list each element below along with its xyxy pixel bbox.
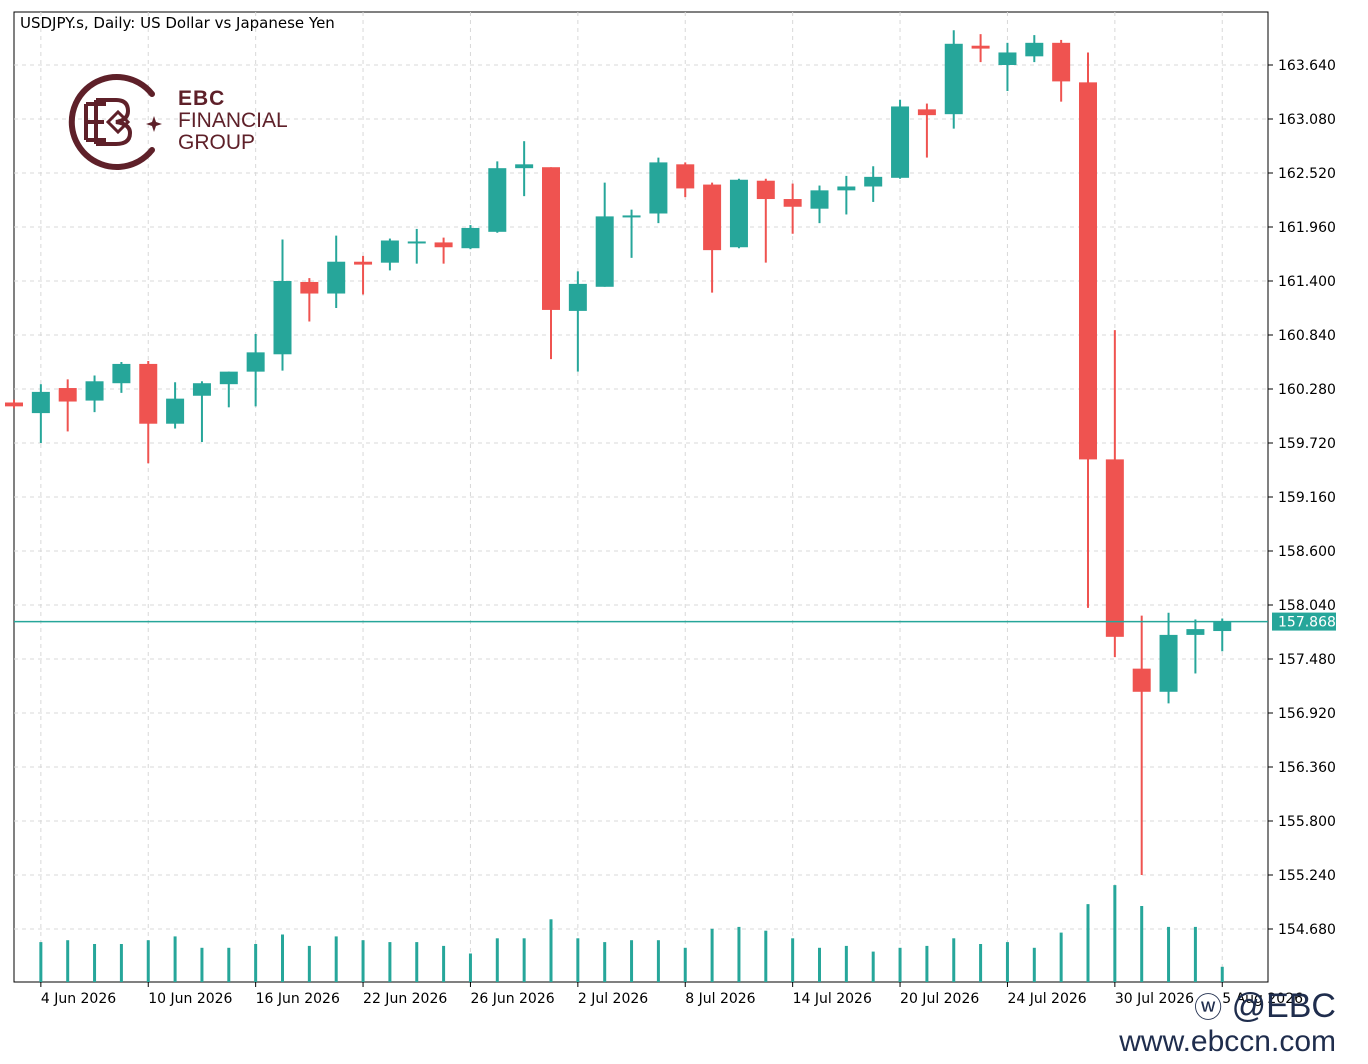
watermark: ⓦ @EBC www.ebccn.com <box>1119 988 1336 1058</box>
y-tick-label: 159.720 <box>1278 436 1336 452</box>
x-tick-label: 26 Jun 2026 <box>470 991 554 1007</box>
y-tick-label: 155.240 <box>1278 868 1336 884</box>
y-tick-label: 158.600 <box>1278 544 1336 560</box>
ebc-logo-mark-icon <box>68 74 162 170</box>
y-tick-label: 163.640 <box>1278 58 1336 74</box>
y-tick-label: 160.840 <box>1278 328 1336 344</box>
candle-body <box>5 402 23 407</box>
x-tick-label: 16 Jun 2026 <box>256 991 340 1007</box>
candle-body <box>622 215 641 218</box>
y-tick-label: 158.040 <box>1278 598 1336 614</box>
x-tick-label: 4 Jun 2026 <box>41 991 116 1007</box>
candle-body <box>327 261 346 294</box>
y-tick-label: 162.520 <box>1278 166 1336 182</box>
candle-body <box>917 109 936 116</box>
x-tick-label: 24 Jul 2026 <box>1007 991 1086 1007</box>
candle-body <box>488 168 507 232</box>
candle-body <box>891 106 910 178</box>
candle-body <box>1105 459 1124 637</box>
candle-body <box>676 164 695 189</box>
ebc-logo-text: EBC FINANCIAL GROUP <box>178 88 288 154</box>
logo-line-ebc: EBC <box>178 87 226 110</box>
x-tick-label: 20 Jul 2026 <box>900 991 979 1007</box>
y-tick-label: 155.800 <box>1278 814 1336 830</box>
candle-body <box>756 180 775 200</box>
x-tick-label: 14 Jul 2026 <box>793 991 872 1007</box>
candle-body <box>354 261 373 265</box>
candle-body <box>971 45 990 49</box>
candle-body <box>139 363 158 424</box>
candle-body <box>192 383 211 396</box>
current-price-tag <box>1272 612 1336 631</box>
candle-body <box>649 162 668 214</box>
candle-body <box>542 167 560 310</box>
x-tick-label: 22 Jun 2026 <box>363 991 447 1007</box>
y-tick-label: 163.080 <box>1278 112 1336 128</box>
candle-body <box>273 281 292 355</box>
candle-body <box>998 52 1017 65</box>
current-price-label: 157.868 <box>1278 615 1336 631</box>
y-tick-label: 160.280 <box>1278 382 1336 398</box>
candle-body <box>703 184 722 251</box>
x-tick-label: 8 Jul 2026 <box>685 991 755 1007</box>
candle-body <box>31 391 50 414</box>
x-tick-label: 10 Jun 2026 <box>148 991 232 1007</box>
candle-body <box>380 240 399 263</box>
y-tick-label: 156.360 <box>1278 760 1336 776</box>
logo-line-group: GROUP <box>178 131 256 154</box>
candle-body <box>515 164 534 169</box>
chart-title: USDJPY.s, Daily: US Dollar vs Japanese Y… <box>20 14 335 32</box>
ebc-logo: EBC FINANCIAL GROUP <box>60 72 320 172</box>
candle-body <box>1025 42 1044 57</box>
candle-body <box>1213 621 1232 632</box>
candle-body <box>300 281 319 294</box>
candle-body <box>864 176 883 187</box>
x-tick-label: 5 Aug 2026 <box>1222 991 1303 1007</box>
candle-body <box>729 179 748 248</box>
candle-body <box>112 363 131 384</box>
candle-body <box>837 186 856 191</box>
y-tick-label: 156.920 <box>1278 706 1336 722</box>
watermark-handle: ⓦ @EBC <box>1119 988 1336 1026</box>
candle-body <box>85 381 104 401</box>
y-tick-label: 154.680 <box>1278 922 1336 938</box>
candle-body <box>246 352 265 372</box>
candle-body <box>434 242 453 248</box>
y-tick-label: 161.400 <box>1278 274 1336 290</box>
candle-body <box>783 199 802 207</box>
y-tick-label: 157.480 <box>1278 652 1336 668</box>
candle-body <box>595 216 614 287</box>
candle-body <box>58 388 77 402</box>
candle-body <box>810 190 829 209</box>
candle-body <box>407 241 426 244</box>
watermark-url: www.ebccn.com <box>1119 1025 1336 1058</box>
candle-body <box>944 43 963 115</box>
candle-body <box>568 283 587 311</box>
candle-body <box>1186 629 1205 635</box>
y-tick-label: 159.160 <box>1278 490 1336 506</box>
candle-body <box>1159 634 1178 692</box>
candle-body <box>1052 42 1071 82</box>
candle-body <box>461 227 480 249</box>
logo-line-financial: FINANCIAL <box>178 109 288 132</box>
watermark-handle-text: @EBC <box>1231 987 1336 1025</box>
x-tick-label: 30 Jul 2026 <box>1115 991 1194 1007</box>
candle-body <box>166 398 185 424</box>
x-tick-label: 2 Jul 2026 <box>578 991 648 1007</box>
weibo-icon: ⓦ <box>1194 992 1223 1023</box>
candle-body <box>1132 668 1151 692</box>
candle-body <box>219 371 238 385</box>
candle-body <box>1079 82 1097 460</box>
y-tick-label: 161.960 <box>1278 220 1336 236</box>
